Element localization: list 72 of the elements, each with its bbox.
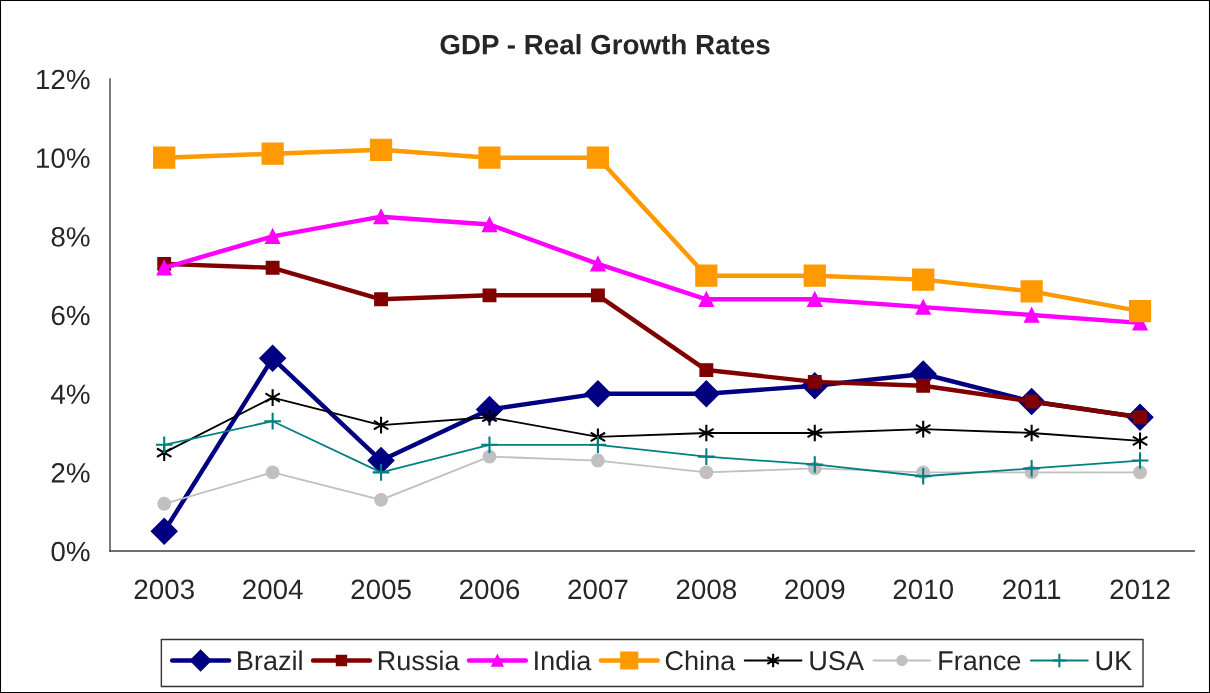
point bbox=[1130, 451, 1150, 470]
y-tick-label: 4% bbox=[51, 384, 90, 404]
point bbox=[1022, 459, 1041, 478]
x-tick-label: 2003 bbox=[134, 579, 194, 600]
point bbox=[156, 260, 172, 276]
x-tick-label: 2004 bbox=[243, 579, 303, 600]
point bbox=[265, 465, 280, 480]
point bbox=[586, 146, 610, 169]
legend-label: Russia bbox=[378, 650, 460, 671]
point bbox=[374, 292, 389, 307]
point bbox=[1020, 280, 1043, 303]
y-tick-label: 12% bbox=[37, 69, 90, 90]
point bbox=[374, 492, 389, 507]
point bbox=[154, 435, 174, 455]
point bbox=[482, 288, 497, 303]
point bbox=[478, 146, 501, 169]
point bbox=[699, 465, 714, 480]
point bbox=[805, 455, 825, 474]
point bbox=[1128, 299, 1152, 323]
legend-label: India bbox=[535, 650, 592, 671]
point bbox=[264, 228, 281, 244]
point bbox=[482, 449, 497, 464]
x-tick-label: 2011 bbox=[1003, 579, 1061, 600]
point bbox=[912, 268, 935, 291]
point bbox=[1023, 307, 1040, 323]
x-tick-label: 2007 bbox=[568, 579, 628, 600]
point bbox=[369, 138, 393, 161]
y-tick-label: 8% bbox=[51, 227, 90, 247]
point bbox=[913, 466, 933, 486]
point bbox=[480, 435, 499, 455]
point bbox=[367, 447, 395, 474]
legend-label: UK bbox=[1096, 651, 1132, 671]
y-tick-label: 10% bbox=[37, 148, 90, 169]
point bbox=[1133, 465, 1148, 480]
point bbox=[259, 344, 287, 372]
point bbox=[588, 435, 608, 455]
point bbox=[699, 363, 714, 378]
point bbox=[265, 260, 280, 275]
y-tick-label: 0% bbox=[51, 541, 90, 562]
legend-label: USA bbox=[810, 651, 864, 671]
point bbox=[590, 288, 605, 303]
point bbox=[373, 209, 389, 225]
x-tick-label: 2009 bbox=[785, 579, 845, 600]
point bbox=[481, 216, 498, 233]
legend-label: Brazil bbox=[238, 650, 302, 671]
point bbox=[153, 146, 176, 169]
x-tick-label: 2008 bbox=[676, 579, 737, 600]
point bbox=[590, 453, 605, 468]
point bbox=[916, 378, 931, 393]
point bbox=[157, 496, 172, 511]
x-tick-label: 2006 bbox=[459, 579, 520, 600]
point bbox=[263, 411, 282, 431]
y-tick-label: 2% bbox=[51, 463, 90, 483]
point bbox=[695, 264, 718, 287]
point bbox=[261, 142, 284, 165]
x-tick-label: 2010 bbox=[893, 579, 954, 600]
point bbox=[915, 299, 931, 315]
point bbox=[803, 264, 826, 287]
point bbox=[698, 291, 714, 307]
point bbox=[150, 517, 178, 545]
y-tick-label: 6% bbox=[51, 305, 90, 326]
point bbox=[696, 447, 716, 466]
point bbox=[692, 380, 720, 408]
point bbox=[371, 462, 391, 482]
point bbox=[807, 291, 823, 307]
chart-title: GDP - Real Growth Rates bbox=[440, 34, 770, 55]
legend-label: France bbox=[939, 651, 1021, 671]
legend-label: China bbox=[665, 650, 736, 671]
point bbox=[590, 256, 606, 272]
x-tick-label: 2005 bbox=[351, 579, 411, 600]
x-tick-label: 2012 bbox=[1110, 579, 1170, 600]
point bbox=[584, 380, 612, 408]
